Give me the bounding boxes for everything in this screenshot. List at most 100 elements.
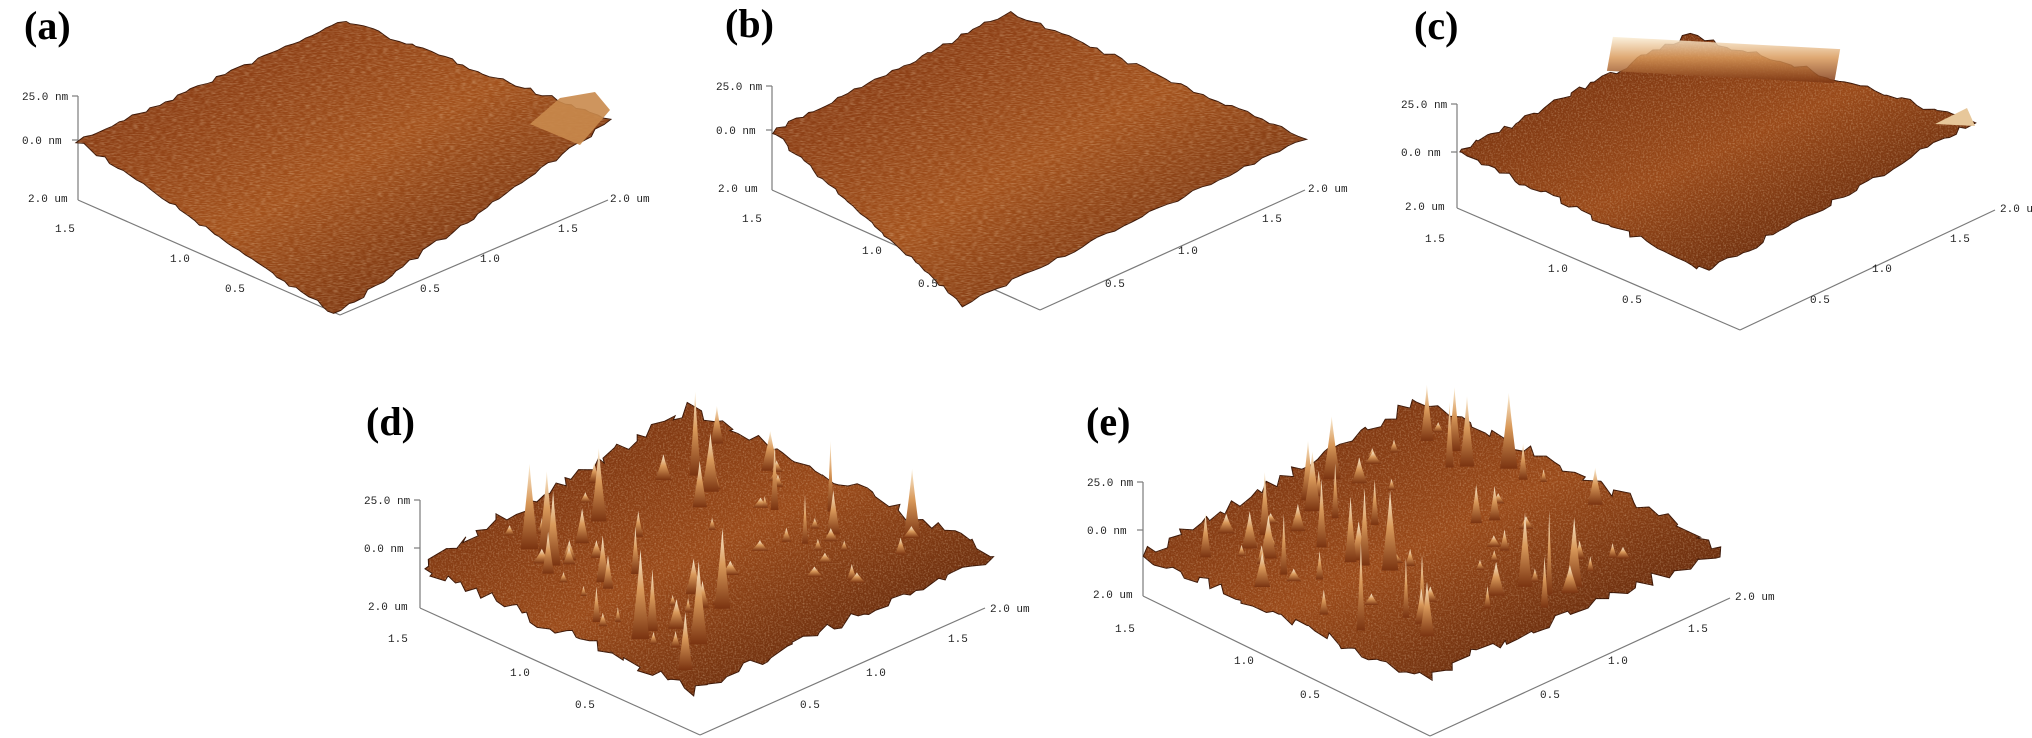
left-axis-tick-d-0: 2.0 um xyxy=(368,602,408,614)
surface-peak-e-69 xyxy=(1419,581,1435,637)
surface-peak-d-57 xyxy=(714,528,731,609)
surface-peak-d-4 xyxy=(655,454,672,481)
surface-texture-e xyxy=(1143,399,1721,681)
surface-peak-e-52 xyxy=(1286,568,1301,582)
surface-peak-d-26 xyxy=(781,527,791,542)
afm-panel-d: 25.0 nm 0.0 nm 2.0 um 1.5 1.0 0.5 2.0 um 1.5 1.0… xyxy=(364,391,1030,736)
surface-texture-a xyxy=(76,21,611,314)
afm-panel-e: 25.0 nm 0.0 nm 2.0 um 1.5 1.0 0.5 2.0 um 1.5 1.0… xyxy=(1087,384,1775,737)
left-axis-tick-a-0: 2.0 um xyxy=(28,194,68,206)
right-axis-tick-d-1: 1.5 xyxy=(948,634,968,646)
surface-peak-e-18 xyxy=(1587,467,1603,505)
surface-texture-b xyxy=(772,11,1307,307)
axes-c xyxy=(1451,103,1996,331)
x-axis-c xyxy=(1456,207,1741,331)
surface-peak-d-31 xyxy=(840,540,848,551)
right-axis-tick-d-0: 2.0 um xyxy=(990,604,1030,616)
surface-peak-e-48 xyxy=(1381,490,1399,571)
right-axis-tick-c-0: 2.0 um xyxy=(2000,204,2032,216)
surface-peak-e-36 xyxy=(1608,543,1617,558)
surface-peak-e-57 xyxy=(1561,565,1579,593)
surface-peak-e-58 xyxy=(1546,509,1553,595)
right-axis-tick-d-3: 0.5 xyxy=(800,700,820,712)
surface-peak-d-22 xyxy=(633,511,644,537)
left-axis-tick-e-0: 2.0 um xyxy=(1093,590,1133,602)
afm-panel-a: 25.0 nm 0.0 nm 2.0 um 1.5 1.0 0.5 2.0 um 1.5 1.0… xyxy=(22,20,650,316)
y-axis-a xyxy=(339,199,609,316)
surface-peak-d-63 xyxy=(667,599,685,629)
surface-peak-e-28 xyxy=(1259,471,1271,535)
panel-label-e: (e) xyxy=(1086,399,1131,444)
surface-peak-e-50 xyxy=(1280,513,1288,575)
surface-peak-d-49 xyxy=(559,572,568,583)
surface-peak-d-24 xyxy=(902,526,921,538)
surface-peak-d-35 xyxy=(590,540,603,558)
surface-peak-d-44 xyxy=(631,526,640,574)
surface-peak-e-13 xyxy=(1387,478,1396,491)
surface-texture-c xyxy=(1459,33,1976,271)
surface-edge-bump-c xyxy=(1935,108,1975,126)
surface-peak-e-42 xyxy=(1344,496,1357,563)
z-zero-label-d: 0.0 nm xyxy=(364,544,404,556)
surface-peak-e-12 xyxy=(1351,457,1367,484)
axes-e xyxy=(1137,481,1731,737)
surface-peak-d-60 xyxy=(592,586,601,622)
surface-peak-e-61 xyxy=(1364,593,1379,605)
right-axis-tick-b-0: 2.0 um xyxy=(1308,184,1348,196)
surface-peak-e-68 xyxy=(1356,543,1365,631)
surface-peak-e-5 xyxy=(1364,451,1382,464)
surface-peak-e-29 xyxy=(1487,535,1501,547)
surface-peak-d-67 xyxy=(649,632,658,645)
surface-peak-e-53 xyxy=(1531,568,1539,582)
surface-peak-d-46 xyxy=(806,566,823,577)
surface-edge-bump-a xyxy=(530,92,610,145)
surface-peak-d-15 xyxy=(827,440,834,512)
left-axis-tick-b-2: 1.0 xyxy=(862,246,882,258)
right-axis-tick-b-1: 1.5 xyxy=(1262,214,1282,226)
surface-peak-e-44 xyxy=(1256,545,1267,564)
surface-peak-e-9 xyxy=(1323,416,1341,480)
surface-peak-d-69 xyxy=(678,611,693,670)
surface-peak-e-24 xyxy=(1370,479,1379,525)
z-top-label-b: 25.0 nm xyxy=(716,82,763,94)
surface-peak-e-0 xyxy=(1432,422,1444,433)
surface-peak-e-47 xyxy=(1475,559,1485,570)
x-axis-e xyxy=(1142,595,1431,737)
afm-panel-c: 25.0 nm 0.0 nm 2.0 um 1.5 1.0 0.5 2.0 um 1.5 1.0… xyxy=(1401,32,2032,331)
surface-peak-e-8 xyxy=(1500,392,1518,469)
z-top-label-e: 25.0 nm xyxy=(1087,478,1134,490)
surface-peak-d-66 xyxy=(689,560,708,645)
right-axis-tick-e-1: 1.5 xyxy=(1688,624,1708,636)
left-axis-tick-d-1: 1.5 xyxy=(388,634,408,646)
right-axis-tick-a-3: 0.5 xyxy=(420,284,440,296)
x-axis-a xyxy=(77,199,341,316)
axes-a xyxy=(72,95,609,316)
z-top-label-d: 25.0 nm xyxy=(364,496,411,508)
right-axis-tick-d-2: 1.0 xyxy=(866,668,886,680)
surface-peak-e-59 xyxy=(1487,561,1505,596)
right-axis-tick-e-0: 2.0 um xyxy=(1735,592,1775,604)
left-axis-tick-a-3: 0.5 xyxy=(225,284,245,296)
surface-peak-e-32 xyxy=(1241,511,1258,549)
left-axis-tick-e-3: 0.5 xyxy=(1300,690,1320,702)
surface-ridge-c xyxy=(1606,36,1841,84)
z-top-label-a: 25.0 nm xyxy=(22,92,69,104)
surface-peak-e-1 xyxy=(1420,384,1434,441)
y-axis-c xyxy=(1739,209,1996,331)
right-axis-tick-a-0: 2.0 um xyxy=(610,194,650,206)
surface-peak-e-62 xyxy=(1540,556,1549,608)
surface-peak-e-51 xyxy=(1315,550,1324,580)
surface-peak-d-11 xyxy=(692,460,707,508)
panel-label-a: (a) xyxy=(24,3,71,48)
panel-label-c: (c) xyxy=(1414,3,1459,48)
left-axis-tick-e-1: 1.5 xyxy=(1115,624,1135,636)
surface-peak-d-59 xyxy=(614,607,621,622)
x-axis-d xyxy=(419,607,701,736)
afm-panel-b: 25.0 nm 0.0 nm 2.0 um 1.5 1.0 0.5 2.0 um 1.5 1.0… xyxy=(716,10,1348,311)
surface-peak-e-49 xyxy=(1586,556,1594,572)
z-zero-label-e: 0.0 nm xyxy=(1087,526,1127,538)
surface-peak-e-63 xyxy=(1484,585,1491,609)
right-axis-tick-c-1: 1.5 xyxy=(1950,234,1970,246)
surface-peak-e-11 xyxy=(1540,469,1547,482)
